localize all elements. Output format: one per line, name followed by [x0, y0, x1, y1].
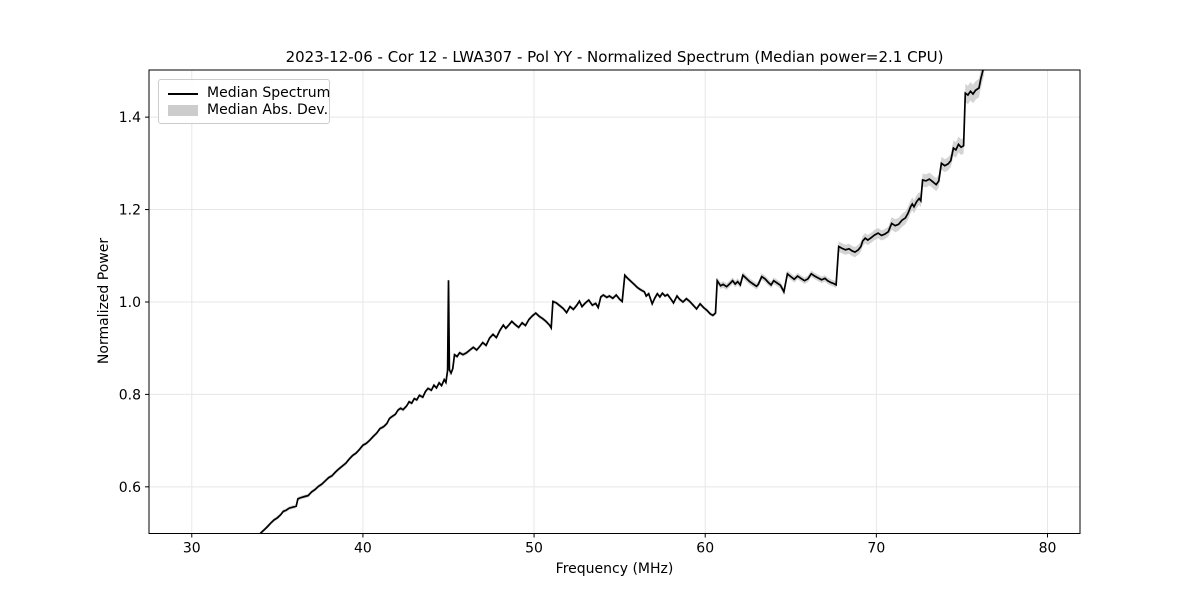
y-tick-label: 0.8 [119, 387, 141, 403]
y-tick-label: 1.0 [119, 295, 141, 311]
legend-box: Median Spectrum Median Abs. Dev. [158, 79, 330, 124]
legend-label-median-spectrum: Median Spectrum [207, 85, 331, 101]
x-tick-label: 70 [867, 541, 885, 557]
median-spectrum-line [259, 70, 984, 534]
legend-item-median-abs-dev: Median Abs. Dev. [168, 102, 328, 119]
median-abs-dev-patch-swatch [168, 105, 198, 116]
plot-title: 2023-12-06 - Cor 12 - LWA307 - Pol YY - … [285, 48, 944, 66]
x-tick-label: 80 [1039, 541, 1057, 557]
x-tick-label: 30 [183, 541, 201, 557]
x-tick-label: 60 [696, 541, 714, 557]
x-tick-label: 40 [354, 541, 372, 557]
x-tick-label: 50 [525, 541, 543, 557]
y-axis-label: Normalized Power [96, 237, 112, 365]
median-spectrum-line-swatch [168, 92, 198, 95]
y-tick-label: 1.4 [119, 110, 141, 126]
y-tick-label: 1.2 [119, 203, 141, 219]
x-axis-label: Frequency (MHz) [555, 561, 674, 577]
legend-label-median-abs-dev: Median Abs. Dev. [207, 102, 329, 118]
legend-item-median-spectrum: Median Spectrum [168, 85, 330, 102]
y-tick-label: 0.6 [119, 480, 141, 496]
